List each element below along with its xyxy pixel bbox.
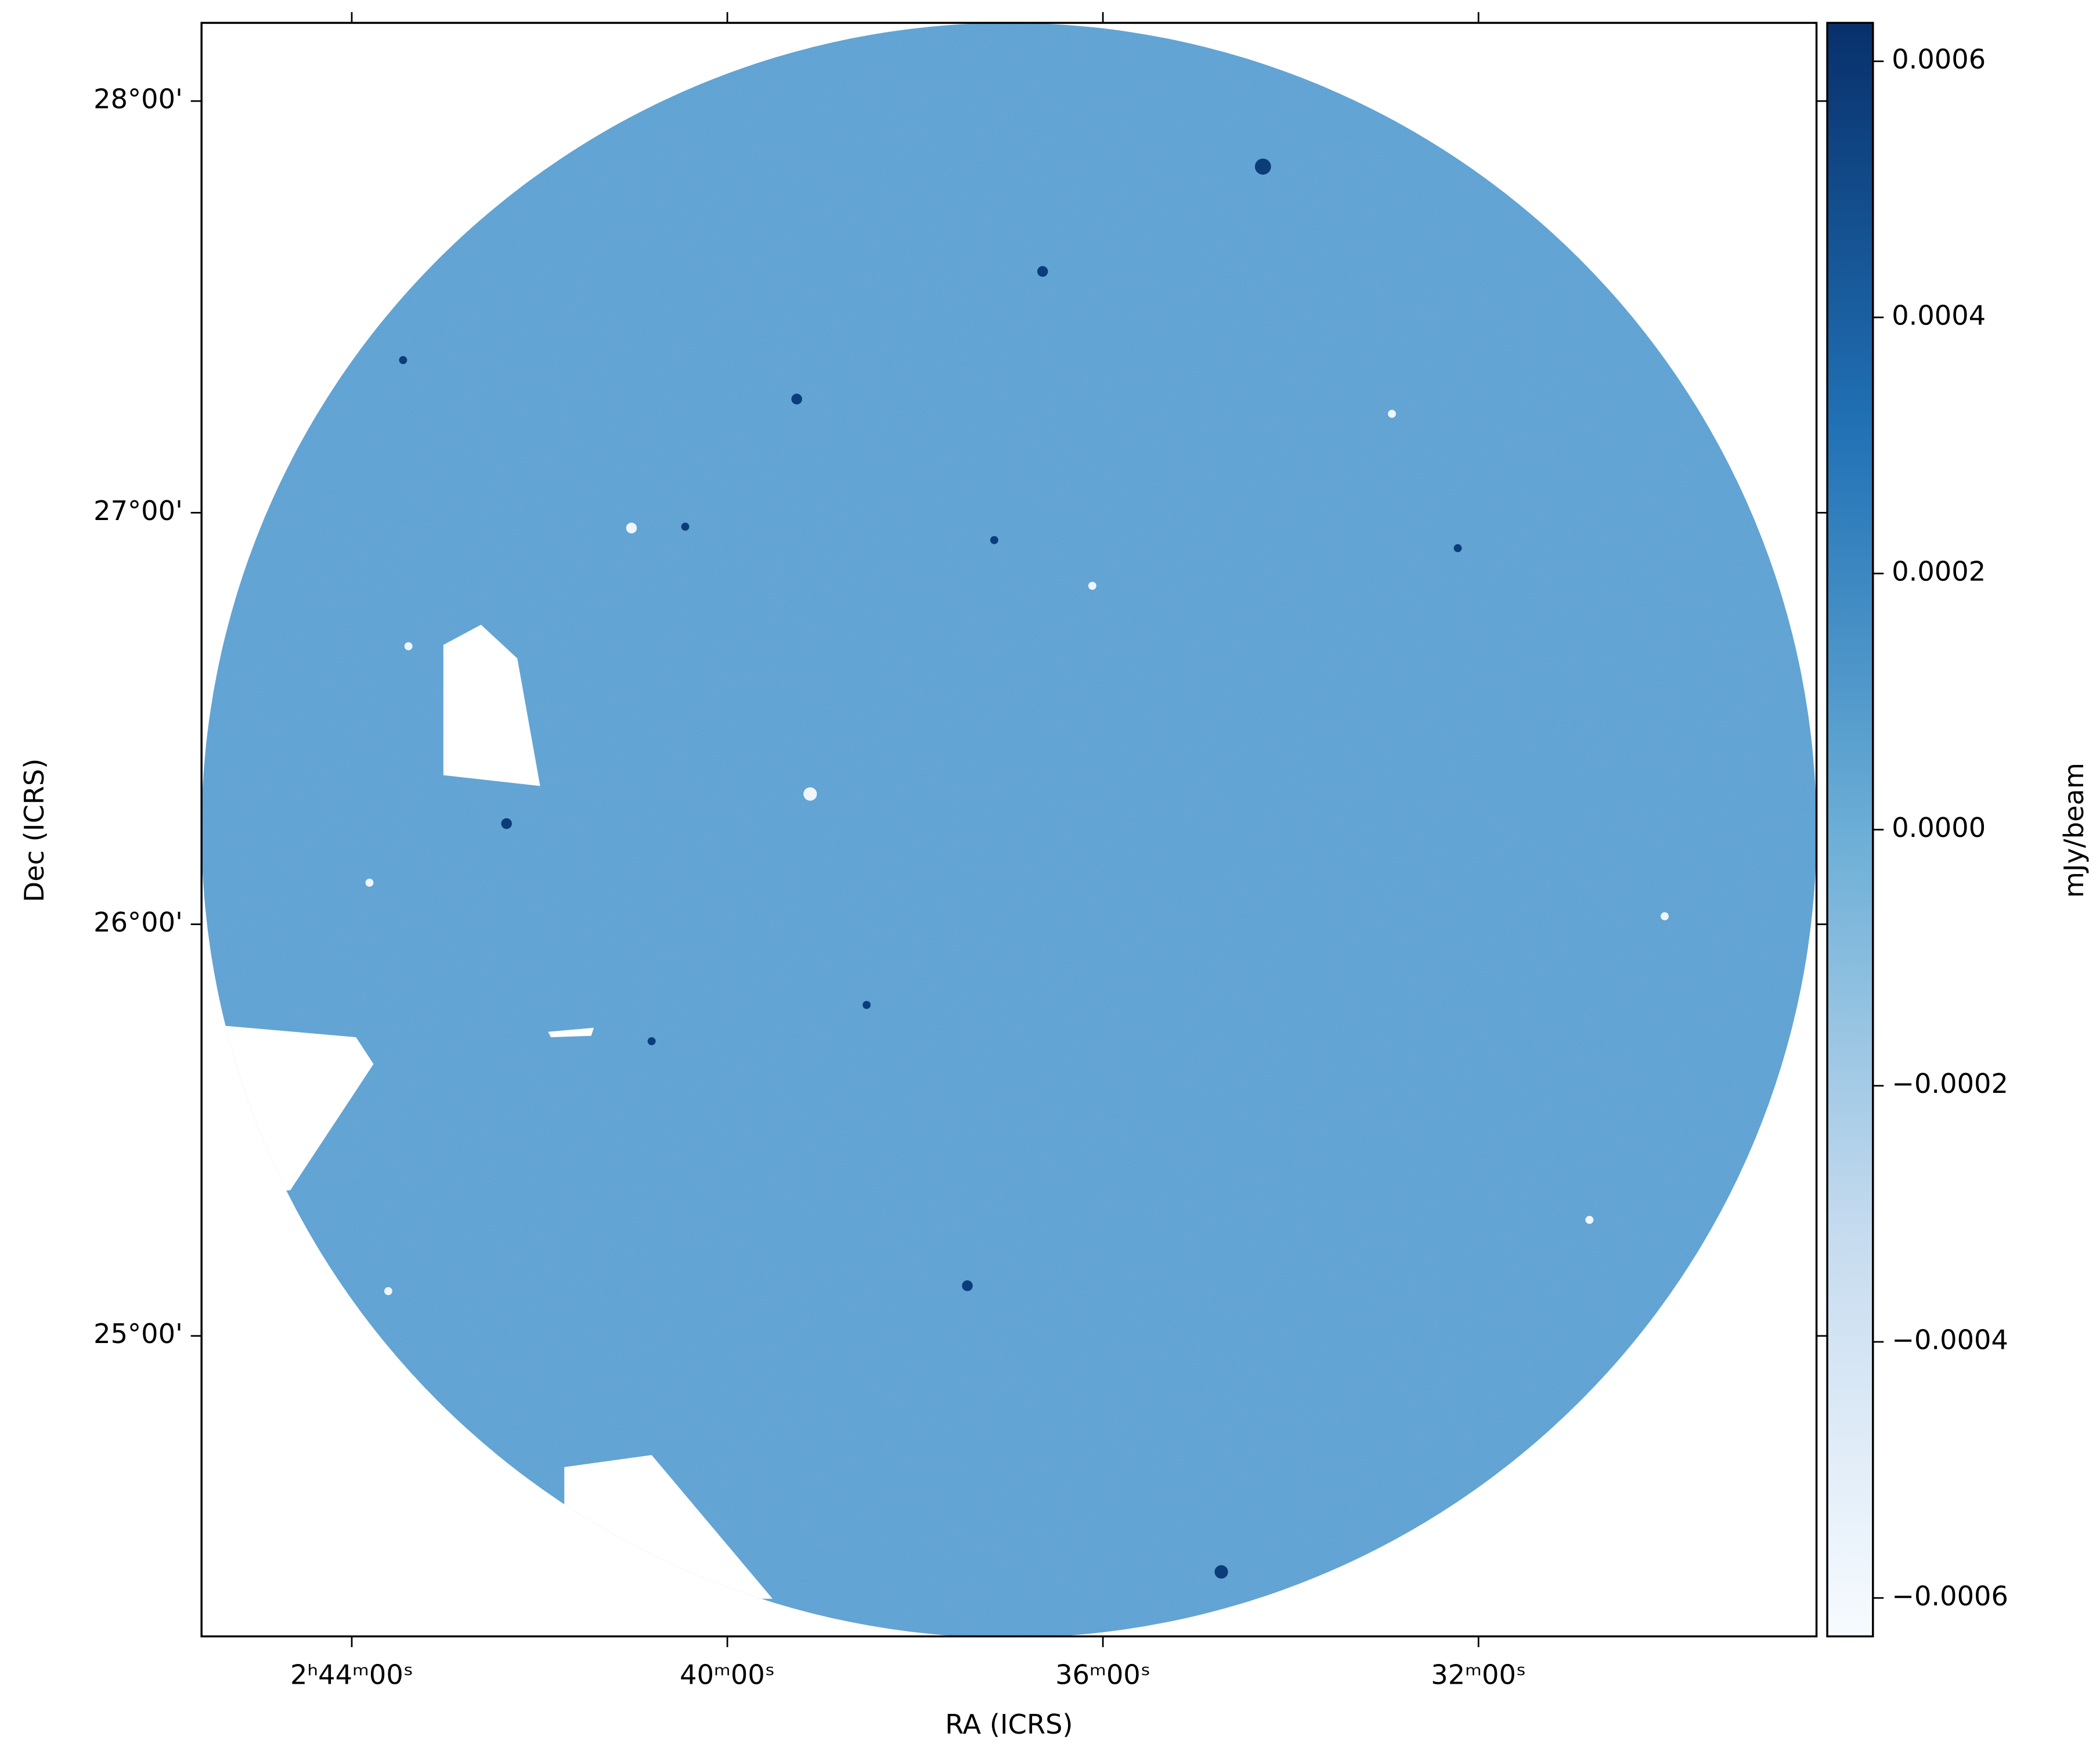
colorbar-label: mJy/beam <box>2058 763 2090 898</box>
x-axis-label: RA (ICRS) <box>945 1709 1073 1740</box>
x-tick-label: 2ʰ44ᵐ00ˢ <box>290 1659 413 1690</box>
y-axis-label: Dec (ICRS) <box>19 759 50 903</box>
colorbar-tick-label: −0.0002 <box>1892 1068 2008 1099</box>
x-tick-label: 36ᵐ00ˢ <box>1055 1659 1150 1690</box>
colorbar-tick-label: −0.0006 <box>1892 1580 2008 1612</box>
colorbar <box>1826 21 1874 1638</box>
y-tick-label: 27°00' <box>93 495 183 526</box>
colorbar-tick-label: 0.0002 <box>1892 556 1986 587</box>
colorbar-tick-label: 0.0006 <box>1892 44 1986 75</box>
sky-image <box>201 23 1817 1637</box>
y-tick-label: 26°00' <box>93 907 183 938</box>
colorbar-tick-label: 0.0004 <box>1892 299 1986 331</box>
colorbar-tick-label: −0.0004 <box>1892 1324 2008 1355</box>
plot-frame <box>200 21 1818 1638</box>
x-tick-label: 32ᵐ00ˢ <box>1431 1659 1526 1690</box>
colorbar-tick-label: 0.0000 <box>1892 812 1986 843</box>
y-tick-label: 28°00' <box>93 84 183 115</box>
y-tick-label: 25°00' <box>93 1318 183 1349</box>
x-tick-label: 40ᵐ00ˢ <box>680 1659 775 1690</box>
